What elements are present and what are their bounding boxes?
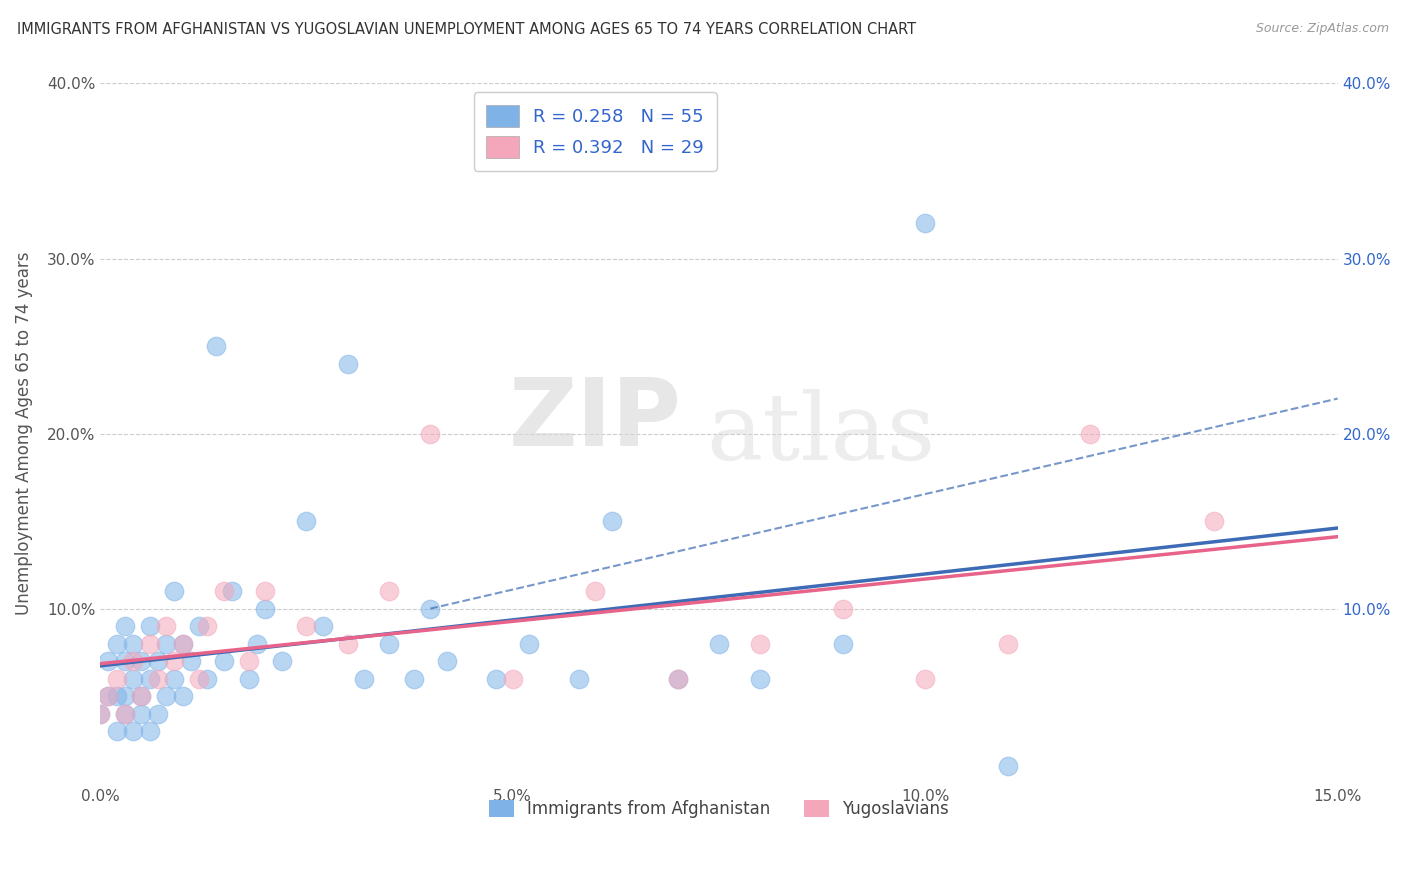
Point <box>163 584 186 599</box>
Point <box>89 706 111 721</box>
Point <box>502 672 524 686</box>
Point <box>146 706 169 721</box>
Point <box>997 759 1019 773</box>
Point <box>105 724 128 739</box>
Point <box>831 601 853 615</box>
Point <box>122 672 145 686</box>
Point <box>172 637 194 651</box>
Point <box>89 706 111 721</box>
Point <box>155 637 177 651</box>
Point <box>517 637 540 651</box>
Point <box>97 689 120 703</box>
Point <box>139 637 162 651</box>
Point <box>436 654 458 668</box>
Point <box>254 584 277 599</box>
Point <box>114 706 136 721</box>
Point <box>378 584 401 599</box>
Text: IMMIGRANTS FROM AFGHANISTAN VS YUGOSLAVIAN UNEMPLOYMENT AMONG AGES 65 TO 74 YEAR: IMMIGRANTS FROM AFGHANISTAN VS YUGOSLAVI… <box>17 22 915 37</box>
Point <box>97 654 120 668</box>
Point <box>139 724 162 739</box>
Point <box>749 637 772 651</box>
Point <box>295 514 318 528</box>
Point <box>419 426 441 441</box>
Point <box>114 654 136 668</box>
Point <box>155 619 177 633</box>
Point <box>914 217 936 231</box>
Point <box>212 584 235 599</box>
Point <box>114 619 136 633</box>
Point <box>270 654 292 668</box>
Point <box>485 672 508 686</box>
Point <box>114 706 136 721</box>
Point <box>707 637 730 651</box>
Point <box>172 637 194 651</box>
Point <box>122 724 145 739</box>
Point <box>254 601 277 615</box>
Point <box>188 672 211 686</box>
Point <box>197 619 219 633</box>
Point <box>238 654 260 668</box>
Point <box>336 637 359 651</box>
Point <box>221 584 243 599</box>
Legend: Immigrants from Afghanistan, Yugoslavians: Immigrants from Afghanistan, Yugoslavian… <box>482 793 956 824</box>
Text: atlas: atlas <box>707 389 936 479</box>
Point <box>97 689 120 703</box>
Point <box>666 672 689 686</box>
Point <box>402 672 425 686</box>
Point <box>336 357 359 371</box>
Point <box>238 672 260 686</box>
Point <box>146 654 169 668</box>
Point <box>131 689 153 703</box>
Y-axis label: Unemployment Among Ages 65 to 74 years: Unemployment Among Ages 65 to 74 years <box>15 252 32 615</box>
Text: ZIP: ZIP <box>509 374 682 466</box>
Point <box>204 339 226 353</box>
Point <box>131 706 153 721</box>
Point <box>312 619 335 633</box>
Point <box>246 637 269 651</box>
Point <box>131 654 153 668</box>
Point <box>1078 426 1101 441</box>
Point <box>914 672 936 686</box>
Point <box>419 601 441 615</box>
Point <box>180 654 202 668</box>
Point <box>172 689 194 703</box>
Point <box>105 637 128 651</box>
Text: Source: ZipAtlas.com: Source: ZipAtlas.com <box>1256 22 1389 36</box>
Point <box>163 654 186 668</box>
Point <box>188 619 211 633</box>
Point <box>114 689 136 703</box>
Point <box>139 672 162 686</box>
Point <box>122 637 145 651</box>
Point <box>583 584 606 599</box>
Point <box>1202 514 1225 528</box>
Point <box>139 619 162 633</box>
Point <box>749 672 772 686</box>
Point <box>122 654 145 668</box>
Point <box>997 637 1019 651</box>
Point <box>353 672 375 686</box>
Point <box>105 689 128 703</box>
Point <box>131 689 153 703</box>
Point <box>831 637 853 651</box>
Point <box>105 672 128 686</box>
Point <box>666 672 689 686</box>
Point <box>197 672 219 686</box>
Point <box>212 654 235 668</box>
Point <box>600 514 623 528</box>
Point <box>163 672 186 686</box>
Point <box>146 672 169 686</box>
Point <box>378 637 401 651</box>
Point <box>568 672 591 686</box>
Point <box>155 689 177 703</box>
Point <box>295 619 318 633</box>
